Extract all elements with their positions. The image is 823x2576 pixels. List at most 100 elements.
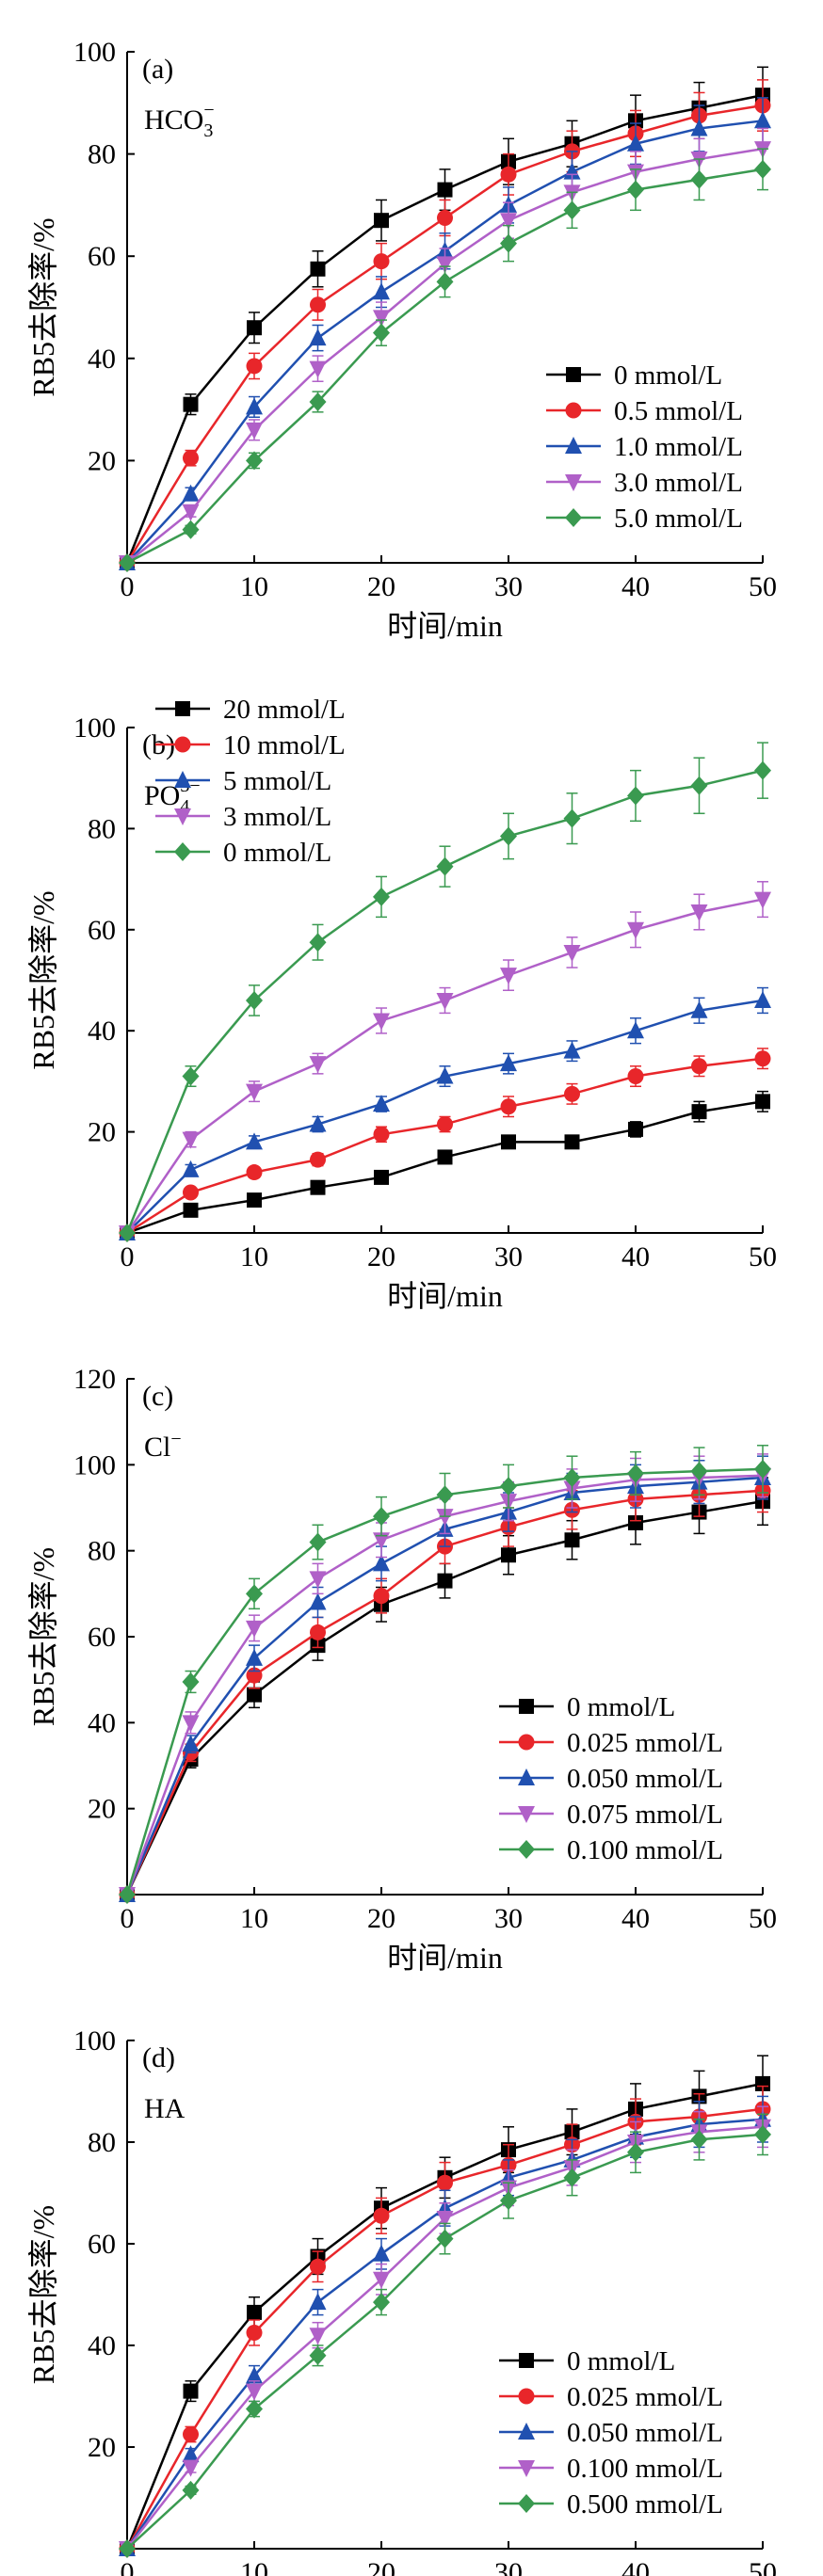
y-tick-label: 20 bbox=[88, 1117, 116, 1148]
legend-marker bbox=[175, 701, 190, 716]
data-point bbox=[247, 1687, 262, 1703]
data-point bbox=[690, 169, 708, 189]
series-1 bbox=[119, 1048, 771, 1241]
x-tick-label: 30 bbox=[494, 1903, 523, 1934]
data-point bbox=[182, 1066, 200, 1086]
data-point bbox=[436, 856, 454, 876]
data-point bbox=[500, 166, 517, 183]
legend-label: 0.100 mmol/L bbox=[567, 2454, 723, 2484]
data-point bbox=[437, 1573, 453, 1589]
x-tick-label: 40 bbox=[621, 2557, 650, 2576]
legend-entry: 0.050 mmol/L bbox=[499, 2418, 723, 2448]
legend-label: 0.100 mmol/L bbox=[567, 1835, 723, 1865]
data-point bbox=[246, 1164, 263, 1181]
data-point bbox=[436, 992, 454, 1010]
data-point bbox=[247, 320, 262, 336]
y-tick-label: 80 bbox=[88, 139, 116, 170]
x-tick-label: 50 bbox=[749, 1241, 777, 1272]
ion-annotation-base: PO bbox=[144, 780, 180, 811]
data-point bbox=[436, 1485, 454, 1505]
data-point bbox=[563, 808, 581, 828]
legend-label: 5 mmol/L bbox=[223, 766, 331, 796]
x-tick-label: 30 bbox=[494, 2557, 523, 2576]
data-point bbox=[309, 1571, 327, 1589]
legend-label: 0.050 mmol/L bbox=[567, 2418, 723, 2448]
y-tick-label: 20 bbox=[88, 445, 116, 476]
y-axis-title: RB5去除率/% bbox=[26, 2205, 60, 2384]
data-point bbox=[373, 1507, 390, 1527]
data-point bbox=[501, 1547, 516, 1563]
data-point bbox=[182, 484, 200, 502]
data-point bbox=[246, 990, 263, 1010]
legend-marker bbox=[174, 842, 191, 861]
data-point bbox=[309, 360, 327, 378]
data-point bbox=[563, 162, 581, 180]
data-point bbox=[755, 1094, 770, 1110]
ion-annotation: PO43− bbox=[144, 776, 201, 817]
data-point bbox=[310, 2258, 326, 2275]
data-point bbox=[500, 1054, 517, 1072]
data-point bbox=[182, 1735, 200, 1752]
data-point bbox=[246, 1132, 263, 1150]
ion-annotation-subscript: 3 bbox=[203, 120, 213, 141]
data-point bbox=[373, 310, 390, 328]
data-point bbox=[182, 2480, 200, 2500]
data-point bbox=[754, 990, 771, 1008]
ion-annotation-base: HA bbox=[144, 2093, 186, 2124]
x-tick-label: 0 bbox=[121, 1903, 135, 1934]
x-tick-label: 30 bbox=[494, 1241, 523, 1272]
data-point bbox=[563, 944, 581, 962]
data-point bbox=[436, 256, 454, 274]
legend-label: 0 mmol/L bbox=[614, 360, 722, 391]
legend-label: 0 mmol/L bbox=[567, 1692, 675, 1722]
y-tick-label: 60 bbox=[88, 915, 116, 946]
data-point bbox=[373, 2244, 390, 2262]
data-point bbox=[373, 2293, 390, 2312]
data-point bbox=[627, 921, 644, 939]
data-point bbox=[183, 1184, 199, 1201]
data-point bbox=[309, 2345, 327, 2365]
legend-entry: 0.5 mmol/L bbox=[546, 396, 743, 426]
legend-marker bbox=[519, 1699, 534, 1714]
legend-entry: 0 mmol/L bbox=[546, 360, 722, 391]
data-point bbox=[373, 1095, 390, 1112]
data-point bbox=[437, 2174, 453, 2191]
data-point bbox=[564, 1085, 580, 1102]
ion-annotation: HCO3− bbox=[144, 100, 215, 141]
data-point bbox=[182, 1672, 200, 1691]
x-axis-title: 时间/min bbox=[387, 609, 503, 643]
legend-label: 0.500 mmol/L bbox=[567, 2489, 723, 2520]
chart-panel-2: 0 10 20 30 40 50 20 40 60 80 100 120 时间/min RB5去除率/% (… bbox=[26, 1364, 777, 1975]
data-point bbox=[309, 328, 327, 346]
data-point bbox=[309, 2293, 327, 2311]
data-point bbox=[437, 1149, 453, 1165]
y-tick-label: 20 bbox=[88, 2432, 116, 2463]
data-point bbox=[182, 2445, 200, 2463]
legend-entry: 0.500 mmol/L bbox=[499, 2489, 723, 2520]
x-tick-label: 10 bbox=[240, 2557, 268, 2576]
panel-label: (c) bbox=[142, 1381, 173, 1412]
y-tick-label: 60 bbox=[88, 241, 116, 272]
legend-marker bbox=[518, 2423, 535, 2440]
data-point bbox=[246, 397, 263, 415]
data-point bbox=[500, 1477, 517, 1496]
data-point bbox=[436, 272, 454, 292]
legend-entry: 0 mmol/L bbox=[499, 2346, 675, 2376]
data-point bbox=[500, 2191, 517, 2211]
data-point bbox=[690, 2130, 708, 2150]
data-point bbox=[628, 1514, 643, 1530]
data-point bbox=[246, 2383, 263, 2401]
data-point bbox=[374, 1169, 389, 1185]
legend: 0 mmol/L 0.025 mmol/L 0.050 mmol/L 0.075 mm… bbox=[499, 1692, 723, 1865]
legend-label: 0.025 mmol/L bbox=[567, 2382, 723, 2412]
data-point bbox=[183, 396, 199, 412]
legend-marker bbox=[565, 402, 582, 419]
y-axis-title: RB5去除率/% bbox=[26, 217, 60, 396]
data-point bbox=[119, 553, 136, 572]
data-point bbox=[755, 2075, 770, 2091]
data-point bbox=[310, 1179, 326, 1195]
data-point bbox=[690, 1000, 708, 1018]
x-tick-label: 10 bbox=[240, 1903, 268, 1934]
data-point bbox=[563, 2168, 581, 2187]
data-point bbox=[309, 2328, 327, 2345]
